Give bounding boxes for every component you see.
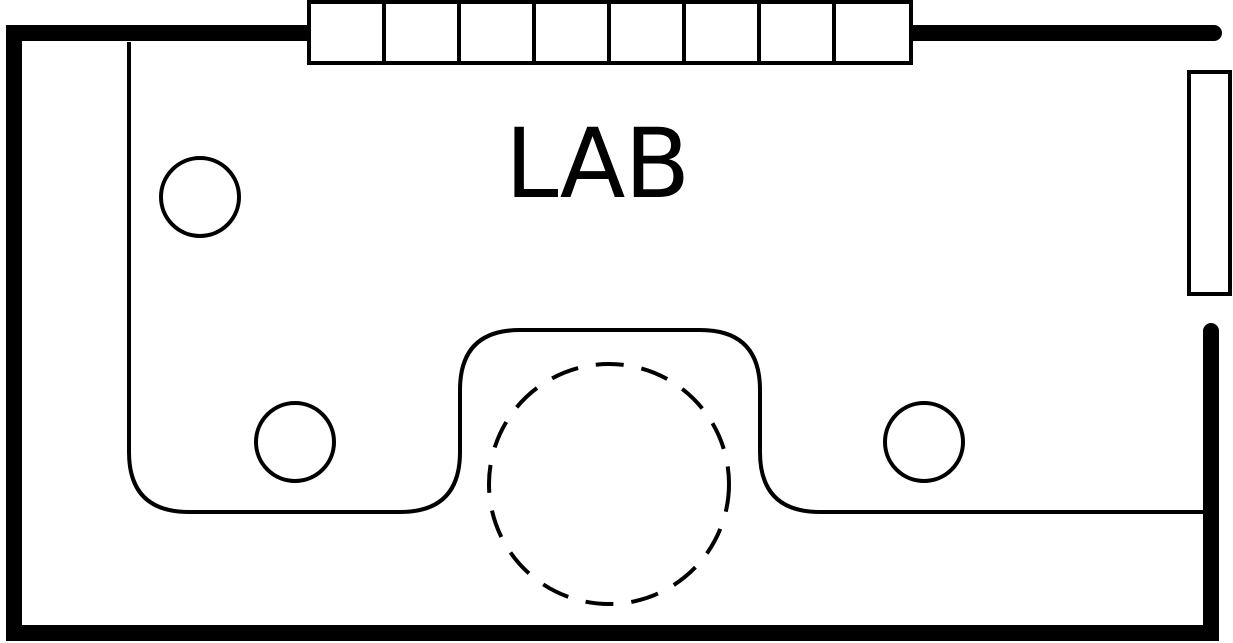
window-top: [307, 0, 913, 65]
lab-bench-outline: [127, 42, 1203, 514]
dashed-circle-table: [487, 362, 731, 606]
wall-left-bottom: [6, 25, 1219, 641]
sink-circle-upper-left: [159, 156, 241, 238]
window-right: [1187, 70, 1232, 296]
sink-circle-lower-left: [254, 401, 336, 483]
sink-circle-lower-right: [883, 401, 965, 483]
exterior-walls: [6, 25, 1222, 641]
room-label: LAB: [505, 108, 690, 220]
